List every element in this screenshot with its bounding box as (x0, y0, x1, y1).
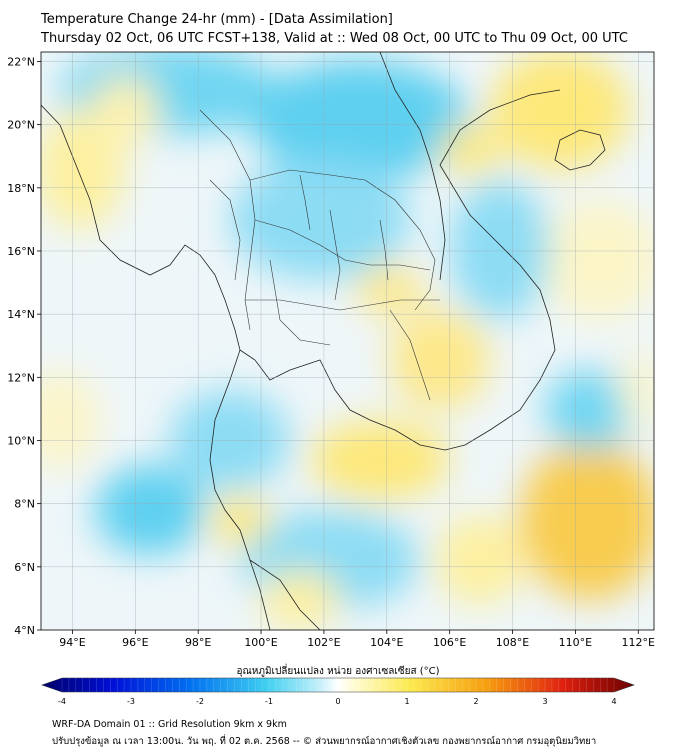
map-title: Temperature Change 24-hr (mm) - [Data As… (41, 12, 393, 27)
lat-tick-label: 22°N (7, 55, 35, 68)
coastlines (41, 52, 606, 630)
colorbar-tick-label: -4 (58, 697, 66, 706)
map-frame (40, 51, 655, 631)
lat-tick-label: 20°N (7, 119, 35, 132)
footer-credit: ปรับปรุงข้อมูล ณ เวลา 13:00น. วัน พฤ. ที… (52, 736, 597, 747)
lon-tick-label: 106°E (433, 636, 466, 649)
colorbar-title: อุณหภูมิเปลี่ยนแปลง หน่วย องศาเซลเซียส (… (236, 666, 440, 677)
lat-tick-label: 4°N (14, 624, 35, 637)
colorbar-tick-label: 4 (611, 697, 616, 706)
map-subtitle: Thursday 02 Oct, 06 UTC FCST+138, Valid … (41, 31, 628, 46)
temperature-field (41, 52, 654, 630)
lat-tick-label: 16°N (7, 245, 35, 258)
colorbar-tick-label: -2 (196, 697, 204, 706)
latitude-ticks: 4°N 6°N 8°N 10°N 12°N 14°N 16°N 18°N 20°N 22°N (7, 55, 41, 637)
temperature-map: 94°E 96°E 98°E 100°E 102°E 104°E 106°E 108°E 110… (7, 51, 655, 649)
lat-tick-label: 12°N (7, 371, 35, 384)
graticule (41, 52, 654, 630)
colorbar-tick-label: 1 (404, 697, 409, 706)
lon-tick-label: 98°E (185, 636, 211, 649)
lon-tick-label: 102°E (307, 636, 340, 649)
lat-tick-label: 10°N (7, 434, 35, 447)
lon-tick-label: 112°E (622, 636, 655, 649)
colorbar-tick-label: 3 (542, 697, 547, 706)
lon-tick-label: 94°E (59, 636, 85, 649)
lat-tick-label: 18°N (7, 182, 35, 195)
colorbar-tick-label: -1 (265, 697, 273, 706)
province-borders (199, 109, 440, 401)
lon-tick-label: 110°E (559, 636, 592, 649)
lon-tick-label: 108°E (496, 636, 529, 649)
colorbar: -4 -3 -2 -1 0 1 2 3 4 (41, 677, 635, 706)
colorbar-tick-label: 0 (335, 697, 340, 706)
lat-tick-label: 6°N (14, 561, 35, 574)
lon-tick-label: 100°E (244, 636, 277, 649)
footer-model-info: WRF-DA Domain 01 :: Grid Resolution 9km … (52, 719, 287, 730)
longitude-ticks: 94°E 96°E 98°E 100°E 102°E 104°E 106°E 108°E 110… (59, 630, 655, 649)
colorbar-tick-label: -3 (127, 697, 135, 706)
lat-tick-label: 8°N (14, 498, 35, 511)
lat-tick-label: 14°N (7, 308, 35, 321)
lon-tick-label: 104°E (370, 636, 403, 649)
colorbar-tick-label: 2 (473, 697, 478, 706)
lon-tick-label: 96°E (122, 636, 148, 649)
colorbar-ticks: -4 -3 -2 -1 0 1 2 3 4 (58, 678, 617, 706)
colorbar-bar (41, 677, 635, 693)
